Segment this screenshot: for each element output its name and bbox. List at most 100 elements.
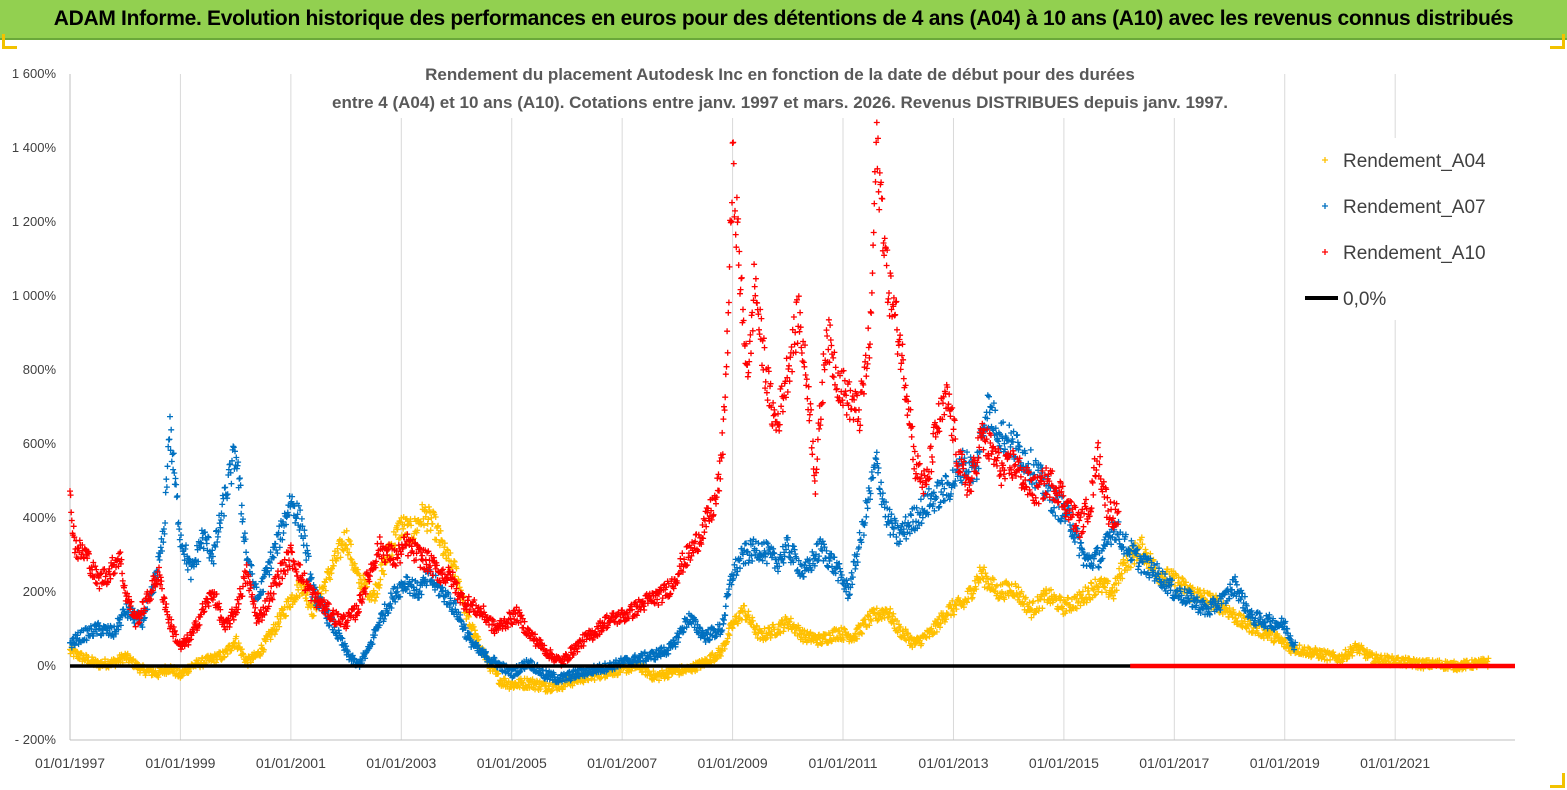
A04-point: [373, 594, 380, 601]
A07-point: [187, 576, 194, 583]
A04-point: [992, 583, 999, 590]
A07-point: [1098, 556, 1105, 563]
A04-point: [1018, 588, 1025, 595]
A04-point: [470, 623, 477, 630]
data-points: [67, 119, 1492, 695]
A04-point: [994, 582, 1000, 589]
A04-point: [749, 617, 756, 624]
A07-point: [274, 550, 281, 557]
A04-point: [787, 615, 794, 622]
A10-point: [68, 509, 75, 516]
A07-point: [917, 496, 924, 503]
A04-point: [873, 605, 880, 612]
A10-point: [117, 549, 124, 556]
A07-point: [1100, 542, 1107, 548]
A04-point: [786, 618, 793, 625]
A04-point: [89, 654, 96, 661]
A04-point: [408, 522, 415, 529]
A04-point: [505, 678, 512, 685]
A10-point: [70, 523, 77, 530]
A04-point: [394, 526, 401, 533]
A04-point: [827, 632, 834, 639]
x-tick-label: 01/01/1999: [145, 755, 215, 771]
A04-point: [729, 625, 736, 632]
A04-point: [289, 592, 296, 598]
y-tick-label: 1 400%: [12, 140, 57, 155]
A04-point: [887, 605, 894, 612]
A07-point: [936, 503, 943, 510]
A07-point: [163, 476, 170, 483]
A07-point: [943, 473, 950, 480]
y-tick-label: 1 600%: [12, 66, 57, 81]
A04-point: [343, 542, 350, 549]
A04-point: [427, 527, 434, 534]
A04-point: [617, 669, 624, 676]
A07-point: [168, 458, 175, 465]
A04-point: [195, 657, 202, 663]
A07-point: [722, 603, 729, 610]
A07-point: [167, 413, 173, 420]
A04-point: [982, 570, 989, 577]
A04-point: [871, 610, 878, 616]
A04-point: [322, 579, 329, 586]
A04-point: [926, 633, 933, 640]
A04-point: [271, 631, 278, 638]
A04-point: [776, 629, 783, 636]
A04-point: [989, 581, 996, 588]
x-tick-label: 01/01/2021: [1360, 755, 1430, 771]
A04-point: [346, 538, 353, 544]
A07-point: [863, 513, 870, 520]
A04-point: [874, 617, 881, 624]
A04-point: [981, 564, 988, 571]
A07-point: [902, 513, 909, 520]
A04-point: [930, 630, 937, 637]
A04-point: [502, 675, 508, 682]
A04-point: [309, 601, 316, 608]
A04-point: [973, 586, 980, 593]
A04-point: [338, 538, 345, 545]
A04-point: [902, 626, 909, 633]
A07-point: [1138, 569, 1145, 576]
A04-point: [829, 638, 835, 644]
A04-point: [937, 620, 944, 627]
A04-point: [343, 527, 350, 534]
A10-point: [116, 550, 123, 557]
A04-point: [665, 674, 672, 681]
series-A10: [67, 119, 1122, 669]
A07-point: [241, 530, 248, 537]
A04-point: [868, 618, 875, 624]
A07-point: [173, 481, 180, 488]
A04-point: [841, 625, 848, 632]
A10-point: [67, 492, 74, 499]
A04-point: [890, 610, 897, 617]
A04-point: [741, 602, 748, 609]
A04-point: [421, 522, 427, 529]
A04-point: [918, 640, 925, 647]
A04-point: [475, 636, 482, 643]
A04-point: [348, 541, 354, 548]
y-tick-label: 600%: [23, 436, 57, 451]
A04-point: [337, 554, 344, 561]
A04-point: [943, 616, 950, 623]
A04-point: [374, 590, 381, 597]
A07-point: [764, 540, 771, 547]
A04-point: [529, 676, 536, 683]
A04-point: [441, 540, 448, 547]
A04-point: [335, 550, 342, 556]
y-tick-label: 400%: [23, 510, 57, 525]
A04-point: [795, 624, 802, 631]
A10-point: [92, 579, 99, 586]
A04-point: [1027, 606, 1034, 613]
A07-point: [184, 566, 191, 573]
A07-point: [157, 544, 164, 551]
A04-point: [1022, 594, 1029, 601]
A04-point: [585, 677, 592, 684]
series-A07: [67, 392, 1299, 686]
A07-point: [986, 393, 992, 400]
banner-corner-right: [1550, 34, 1565, 49]
A04-point: [456, 584, 463, 591]
A07-point: [171, 470, 178, 476]
A04-point: [762, 636, 769, 643]
A07-point: [875, 465, 882, 471]
A04-point: [894, 617, 900, 624]
